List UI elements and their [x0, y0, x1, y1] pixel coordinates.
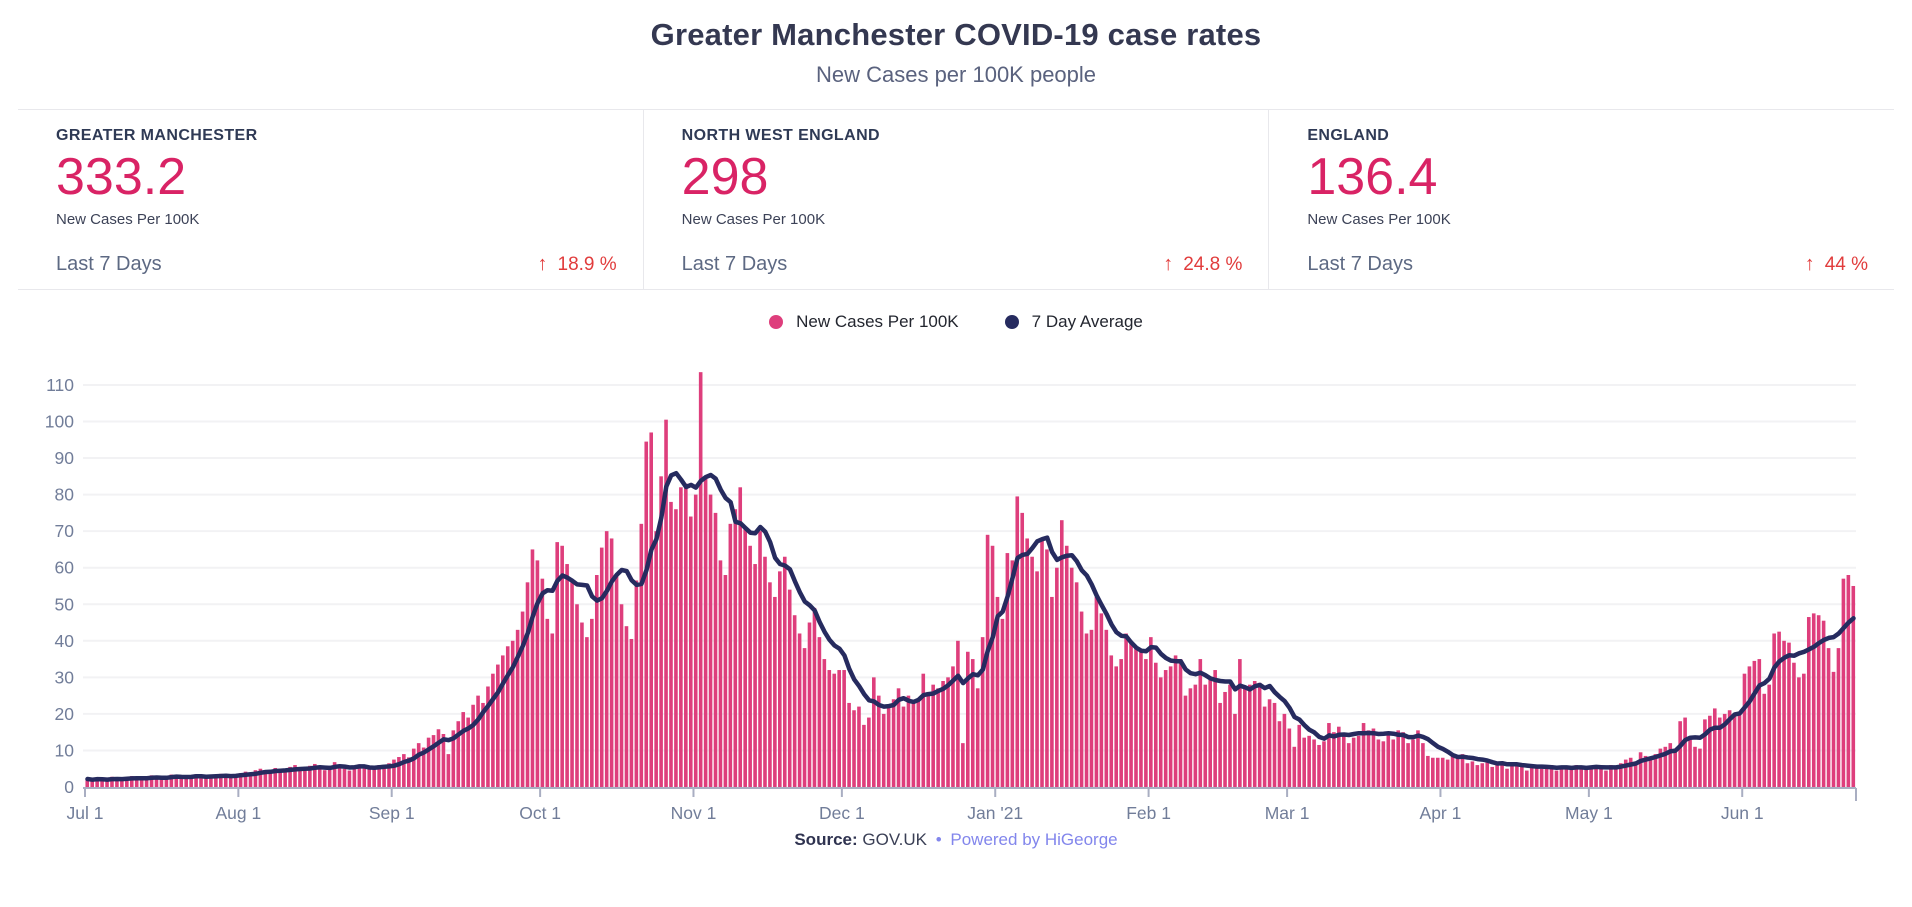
- svg-text:Jul 1: Jul 1: [67, 803, 104, 823]
- svg-text:80: 80: [55, 485, 75, 505]
- powered-by-link[interactable]: Powered by HiGeorge: [950, 830, 1118, 849]
- page-subtitle: New Cases per 100K people: [815, 62, 1097, 87]
- svg-text:Nov 1: Nov 1: [671, 803, 717, 823]
- stat-unit-label: New Cases Per 100K: [681, 210, 826, 228]
- chart-legend: New Cases Per 100K 7 Day Average: [0, 312, 1912, 332]
- svg-text:10: 10: [55, 740, 75, 760]
- new-cases-dot-icon: [769, 315, 784, 329]
- seven-day-average-line: [85, 470, 1856, 782]
- svg-text:60: 60: [55, 558, 75, 578]
- stat-region-label: ENGLAND: [1307, 127, 1390, 144]
- legend-label: 7 Day Average: [1031, 312, 1143, 331]
- source-footer: Source: GOV.UK • Powered by HiGeorge: [0, 830, 1912, 850]
- svg-text:Apr 1: Apr 1: [1420, 803, 1462, 823]
- svg-text:0: 0: [64, 777, 74, 797]
- y-axis-labels: 0 10 20 30 40 50 60 70 80 90 100 110: [45, 375, 74, 797]
- stat-period-label: Last 7 Days: [56, 253, 162, 275]
- svg-text:100: 100: [45, 412, 74, 432]
- stat-card-north-west-england: NORTH WEST ENGLAND 298 New Cases Per 100…: [642, 110, 1269, 289]
- stat-value: 333.2: [56, 148, 187, 206]
- svg-text:50: 50: [55, 594, 75, 614]
- svg-text:Sep 1: Sep 1: [369, 803, 415, 823]
- up-arrow-icon: ↑: [1804, 253, 1815, 275]
- stat-card-england: ENGLAND 136.4 New Cases Per 100K Last 7 …: [1268, 110, 1894, 289]
- up-arrow-icon: ↑: [537, 253, 548, 275]
- stat-value: 136.4: [1307, 148, 1438, 206]
- page-title: Greater Manchester COVID-19 case rates: [650, 17, 1262, 52]
- stat-region-label: GREATER MANCHESTER: [56, 127, 258, 144]
- covid-case-rate-chart: 0 10 20 30 40 50 60 70 80 90 100 110 Jul 1 Aug 1 Sep 1…: [45, 372, 1857, 823]
- chart-area: 0 10 20 30 40 50 60 70 80 90 100 110 Jul 1 Aug 1 Sep 1…: [0, 346, 1912, 828]
- stat-change: ↑ 24.8 %: [1163, 253, 1242, 276]
- stat-card-greater-manchester: GREATER MANCHESTER 333.2 New Cases Per 1…: [18, 110, 643, 289]
- gridlines: [83, 383, 1856, 752]
- stat-unit-label: New Cases Per 100K: [1307, 210, 1451, 228]
- footer-separator: •: [935, 830, 942, 849]
- stat-change: ↑ 18.9 %: [538, 253, 617, 276]
- svg-text:Jan '21: Jan '21: [967, 803, 1023, 823]
- stat-change-value: 24.8 %: [1183, 254, 1243, 275]
- svg-text:70: 70: [55, 521, 75, 541]
- svg-text:Jun 1: Jun 1: [1721, 803, 1764, 823]
- stat-unit-label: New Cases Per 100K: [56, 210, 200, 228]
- svg-text:Dec 1: Dec 1: [819, 803, 865, 823]
- up-arrow-icon: ↑: [1163, 253, 1174, 275]
- legend-label: New Cases Per 100K: [796, 312, 959, 331]
- seven-day-average-dot-icon: [1004, 315, 1019, 329]
- svg-text:Aug 1: Aug 1: [215, 803, 261, 823]
- stat-period-label: Last 7 Days: [681, 253, 788, 275]
- svg-text:Oct 1: Oct 1: [519, 803, 561, 823]
- svg-text:30: 30: [55, 667, 75, 687]
- stat-value: 298: [681, 148, 769, 206]
- svg-text:May 1: May 1: [1565, 803, 1613, 823]
- svg-text:Feb 1: Feb 1: [1126, 803, 1171, 823]
- source-value: GOV.UK: [862, 830, 927, 849]
- source-label: Source:: [794, 830, 858, 849]
- stat-change: ↑ 44 %: [1805, 253, 1868, 276]
- stat-change-value: 44 %: [1824, 254, 1869, 275]
- x-axis: Jul 1 Aug 1 Sep 1 Oct 1 Nov 1 Dec 1 Jan '21 Feb…: [67, 787, 1857, 823]
- stats-row: GREATER MANCHESTER 333.2 New Cases Per 1…: [18, 109, 1894, 290]
- svg-text:40: 40: [55, 631, 75, 651]
- stat-region-label: NORTH WEST ENGLAND: [681, 127, 880, 144]
- stat-footer: Last 7 Days ↑ 44 %: [1307, 253, 1868, 276]
- stat-period-label: Last 7 Days: [1307, 253, 1413, 275]
- stat-footer: Last 7 Days ↑ 18.9 %: [56, 253, 617, 276]
- header: Greater Manchester COVID-19 case rates N…: [0, 0, 1912, 88]
- stat-change-value: 18.9 %: [557, 254, 617, 275]
- svg-text:Mar 1: Mar 1: [1265, 803, 1310, 823]
- legend-item-7-day-average: 7 Day Average: [1004, 312, 1143, 332]
- legend-item-new-cases: New Cases Per 100K: [769, 312, 959, 332]
- stat-footer: Last 7 Days ↑ 24.8 %: [682, 253, 1243, 276]
- svg-text:20: 20: [55, 704, 75, 724]
- svg-text:110: 110: [46, 375, 74, 395]
- bars-new-cases-series: [85, 372, 1856, 788]
- svg-text:90: 90: [55, 448, 75, 468]
